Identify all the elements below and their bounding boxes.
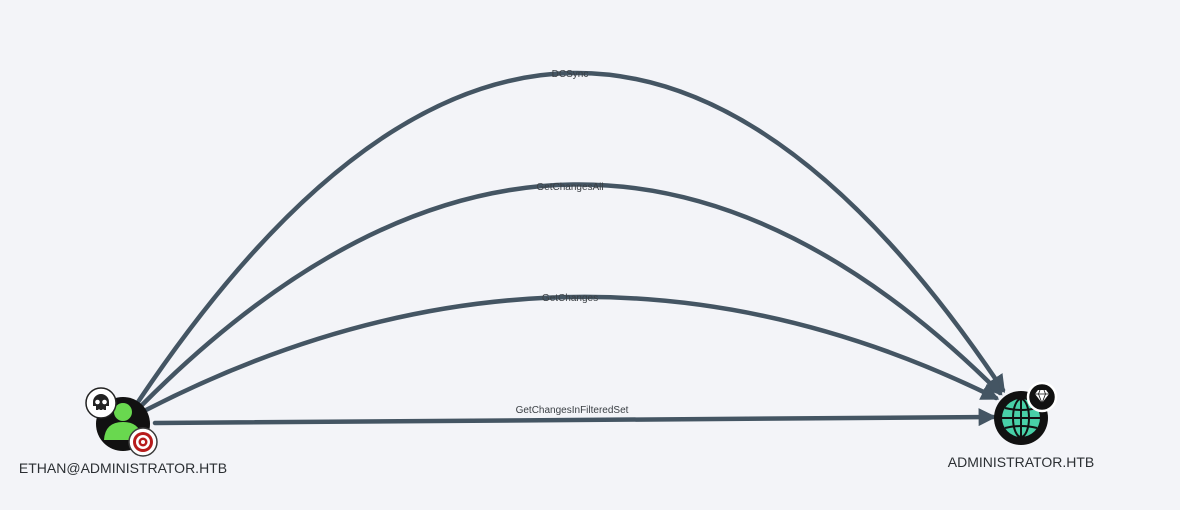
globe-icon	[1002, 398, 1040, 438]
node-label-ethan: ETHAN@ADMINISTRATOR.HTB	[19, 460, 227, 476]
edge-label-dcsync: DCSync	[552, 69, 589, 80]
edge-dcsync[interactable]: DCSync	[135, 69, 1006, 405]
skull-icon	[85, 387, 117, 419]
edge-label-getchangesinfilteredset: GetChangesInFilteredSet	[516, 405, 629, 416]
edge-label-getchangesall: GetChangesAll	[536, 182, 603, 193]
node-user-ethan[interactable]: ETHAN@ADMINISTRATOR.HTB	[19, 387, 227, 476]
edge-label-getchanges: GetChanges	[542, 293, 598, 304]
node-domain-administrator[interactable]: ADMINISTRATOR.HTB	[948, 381, 1095, 470]
edge-getchanges[interactable]: GetChanges	[143, 293, 1000, 413]
edge-getchangesall[interactable]: GetChangesAll	[139, 182, 1003, 408]
target-icon	[128, 427, 158, 457]
diamond-icon	[1026, 381, 1058, 413]
node-label-administrator: ADMINISTRATOR.HTB	[948, 454, 1095, 470]
edge-getchangesinfilteredset[interactable]: GetChangesInFilteredSet	[152, 405, 997, 427]
